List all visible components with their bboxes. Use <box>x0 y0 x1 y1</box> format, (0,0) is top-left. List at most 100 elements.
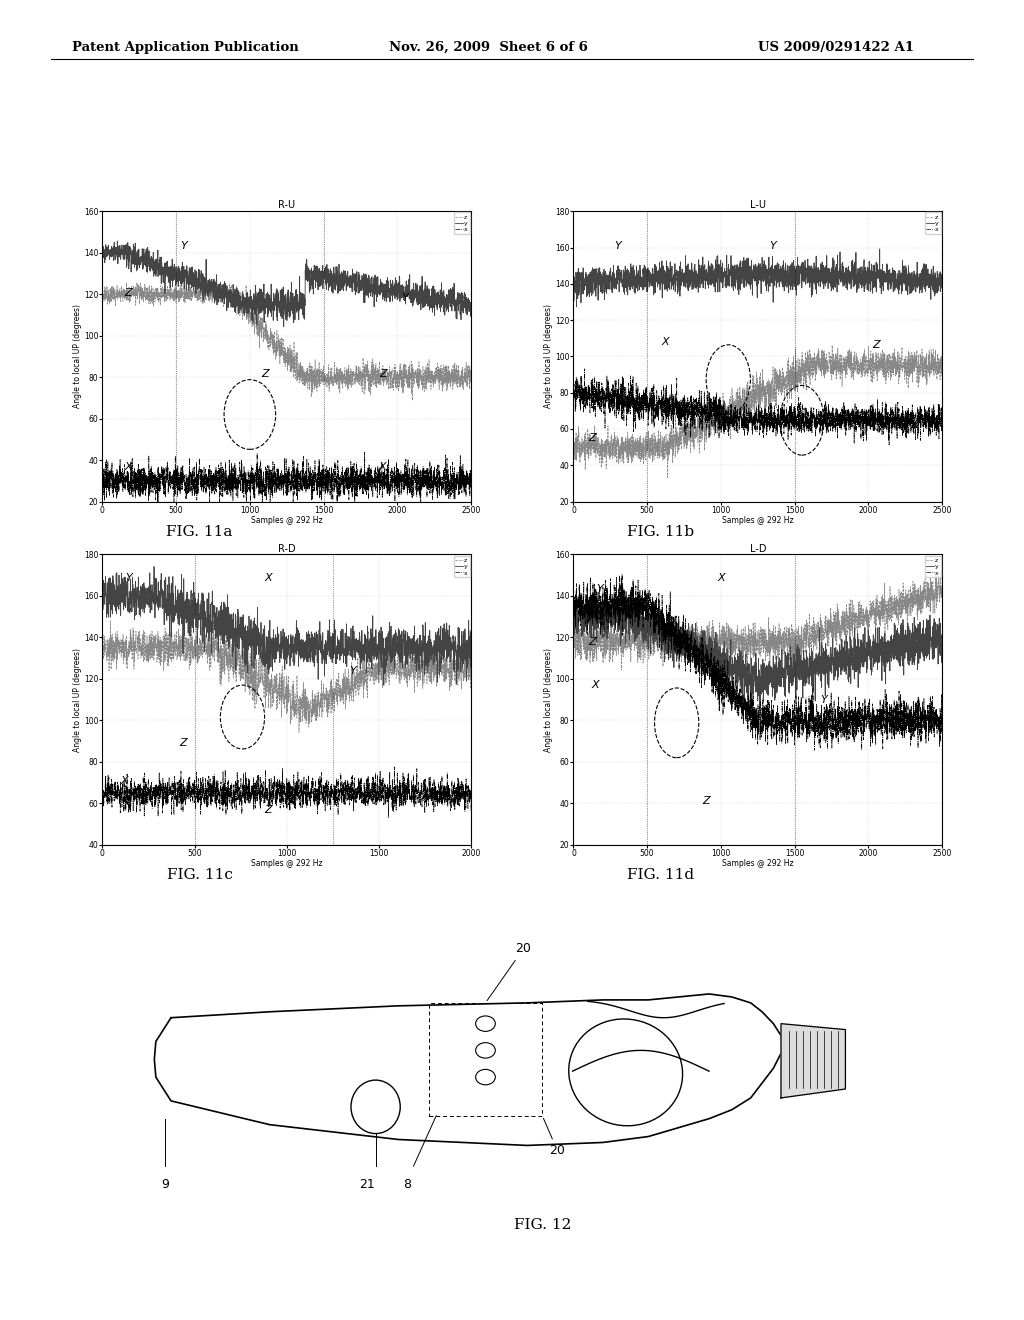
y <box>426 281 438 297</box>
Title: L-U: L-U <box>750 201 766 210</box>
Text: Y: Y <box>769 242 776 251</box>
Text: X: X <box>592 680 599 690</box>
z <box>293 725 305 741</box>
y <box>754 700 766 715</box>
x <box>96 470 109 486</box>
y <box>378 677 390 693</box>
x <box>574 370 587 385</box>
y <box>96 589 109 605</box>
Y-axis label: Angle to local UP (degrees): Angle to local UP (degrees) <box>545 648 553 751</box>
Text: FIG. 11d: FIG. 11d <box>627 869 694 882</box>
Line: z: z <box>102 620 471 733</box>
Text: Z: Z <box>379 368 386 379</box>
y <box>240 300 252 315</box>
x <box>240 477 252 492</box>
y <box>465 624 477 640</box>
Text: Patent Application Publication: Patent Application Publication <box>72 41 298 54</box>
X-axis label: Samples @ 292 Hz: Samples @ 292 Hz <box>722 516 794 525</box>
Text: Nov. 26, 2009  Sheet 6 of 6: Nov. 26, 2009 Sheet 6 of 6 <box>389 41 588 54</box>
z <box>883 346 895 362</box>
y <box>567 269 580 285</box>
z <box>574 441 587 457</box>
x <box>711 653 723 669</box>
z <box>115 649 127 665</box>
x <box>465 478 477 494</box>
z <box>426 371 438 387</box>
y <box>711 263 723 279</box>
z <box>867 371 880 387</box>
y <box>897 640 909 656</box>
z <box>103 282 116 298</box>
Text: X: X <box>717 573 725 582</box>
Y-axis label: Angle to local UP (degrees): Angle to local UP (degrees) <box>74 648 82 751</box>
Text: Z: Z <box>702 796 710 807</box>
x <box>567 616 580 632</box>
Text: X: X <box>662 337 670 347</box>
y <box>455 649 467 665</box>
x <box>358 445 371 461</box>
Line: y: y <box>102 242 471 326</box>
y <box>570 298 583 314</box>
Line: y: y <box>573 249 942 306</box>
x <box>412 477 424 492</box>
Text: 20: 20 <box>487 942 531 1001</box>
y <box>883 648 895 664</box>
x <box>867 702 880 718</box>
x <box>773 411 785 426</box>
x <box>388 759 400 775</box>
y <box>936 267 948 282</box>
Text: X: X <box>379 462 386 471</box>
y <box>873 242 886 257</box>
z <box>711 401 723 417</box>
Title: L-D: L-D <box>750 544 766 553</box>
X-axis label: Samples @ 292 Hz: Samples @ 292 Hz <box>251 859 323 869</box>
Line: z: z <box>573 573 942 672</box>
x <box>96 780 109 796</box>
Legend: z, y, x: z, y, x <box>925 213 941 234</box>
Legend: z, y, x: z, y, x <box>925 556 941 577</box>
y <box>266 634 279 649</box>
z <box>764 664 776 680</box>
Text: Z: Z <box>588 636 596 647</box>
y <box>465 294 477 310</box>
x <box>897 730 909 746</box>
z <box>883 593 895 609</box>
x <box>275 777 288 793</box>
x <box>936 408 948 424</box>
z <box>412 363 424 379</box>
y <box>574 280 587 296</box>
Line: y: y <box>102 566 471 685</box>
z <box>826 338 839 354</box>
Text: Z: Z <box>179 738 187 748</box>
y <box>103 248 116 264</box>
Text: Y: Y <box>125 573 131 582</box>
z <box>196 271 208 286</box>
x <box>387 793 399 809</box>
z <box>387 668 399 684</box>
Text: Z: Z <box>871 339 880 350</box>
z <box>662 470 674 486</box>
Polygon shape <box>155 994 784 1146</box>
Text: Y: Y <box>821 694 827 705</box>
x <box>302 469 314 484</box>
Text: Y: Y <box>596 585 602 594</box>
Line: x: x <box>573 368 942 445</box>
z <box>207 612 219 628</box>
y <box>773 668 785 684</box>
z <box>275 694 288 710</box>
Text: 8: 8 <box>403 1177 412 1191</box>
Line: z: z <box>102 279 471 400</box>
X-axis label: Samples @ 292 Hz: Samples @ 292 Hz <box>722 859 794 869</box>
z <box>302 366 314 381</box>
y <box>115 591 127 607</box>
z <box>897 356 909 372</box>
x <box>396 470 409 486</box>
Text: Y: Y <box>350 665 356 676</box>
y <box>773 279 785 294</box>
z <box>455 653 467 669</box>
x <box>883 416 895 432</box>
x <box>579 360 591 376</box>
Text: FIG. 11b: FIG. 11b <box>627 525 694 539</box>
z <box>240 305 252 321</box>
z <box>465 363 477 379</box>
